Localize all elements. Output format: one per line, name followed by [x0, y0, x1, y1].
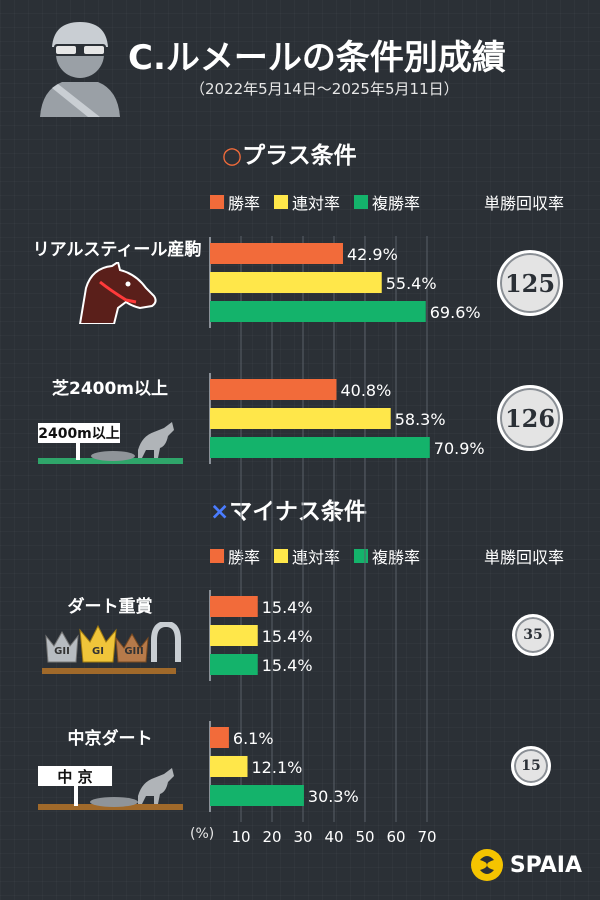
dirt-course-sign-icon [38, 768, 183, 810]
roi-badge: 125 [497, 250, 563, 316]
legend-swatch-place2 [274, 549, 289, 563]
bar-value-label: 12.1% [252, 758, 303, 777]
legend-label-win: 勝率 [228, 548, 261, 567]
plus-section-heading: ○プラス条件 [222, 136, 357, 170]
legend-swatch-win [210, 195, 224, 209]
minus-section-label: マイナス条件 [229, 499, 367, 525]
bar-win [210, 727, 229, 748]
condition-label: 中京ダート [67, 729, 153, 749]
bar-win [210, 379, 337, 400]
x-tick-label: 70 [417, 828, 436, 846]
dirt-sign-board: 中 京 [38, 766, 112, 786]
horse-head-icon [78, 262, 157, 324]
page-title: C.ルメールの条件別成績 [128, 38, 506, 78]
bar-value-label: 40.8% [340, 381, 391, 400]
legend-swatch-place2 [274, 195, 289, 209]
roi-badge: 126 [497, 385, 563, 451]
legend-label-place3: 複勝率 [372, 194, 421, 213]
x-tick-label: 10 [231, 828, 250, 846]
roi-heading-minus: 単勝回収率 [484, 548, 565, 567]
legend-swatch-place3 [354, 195, 369, 209]
legend-swatch-win [210, 549, 224, 563]
legend-label-win: 勝率 [228, 194, 261, 213]
bar-place2 [210, 272, 382, 293]
x-tick-label: 60 [386, 828, 405, 846]
bar-value-label: 30.3% [308, 787, 359, 806]
legend-item-win: 勝率 [210, 190, 260, 214]
legend-plus: 勝率 連対率 複勝率 [210, 190, 420, 214]
bar-value-label: 15.4% [262, 627, 313, 646]
turf-sign-board: 2400m以上 [38, 423, 120, 443]
axis-unit: (%) [190, 826, 215, 842]
roi-badge: 15 [511, 746, 551, 786]
bar-place2 [210, 756, 248, 777]
x-tick-label: 20 [262, 828, 281, 846]
legend-item-win: 勝率 [210, 544, 260, 568]
roi-badge: 35 [512, 614, 554, 656]
condition-label: ダート重賞 [67, 597, 153, 617]
bar-win [210, 596, 258, 617]
legend-item-place3: 複勝率 [354, 190, 420, 214]
bar-place3 [210, 654, 258, 675]
bar-place2 [210, 408, 391, 429]
plus-section-label: プラス条件 [242, 143, 357, 169]
spaia-logo-icon [470, 849, 503, 881]
bar-value-label: 70.9% [434, 439, 485, 458]
bar-value-label: 6.1% [233, 729, 274, 748]
bar-place3 [210, 437, 430, 458]
bar-value-label: 15.4% [262, 598, 313, 617]
brand-logo: SPAIA [470, 848, 582, 882]
bar-value-label: 58.3% [395, 410, 446, 429]
x-tick-label: 40 [324, 828, 343, 846]
bar-place3 [210, 301, 426, 322]
bar-value-label: 69.6% [430, 303, 481, 322]
bar-value-label: 55.4% [386, 274, 437, 293]
roi-heading-plus: 単勝回収率 [484, 194, 565, 213]
bar-place2 [210, 625, 258, 646]
condition-label: リアルスティール産駒 [32, 240, 202, 260]
bar-value-label: 15.4% [262, 656, 313, 675]
legend-item-place2: 連対率 [274, 190, 340, 214]
jockey-helmet-icon [40, 22, 120, 117]
bar-place3 [210, 785, 304, 806]
cross-mark-icon: × [210, 499, 230, 525]
crown-grade-horseshoe-icon [42, 622, 181, 674]
x-tick-label: 30 [293, 828, 312, 846]
turf-course-sign-icon [38, 422, 183, 464]
crown-label-g2: GII [54, 646, 70, 657]
legend-item-place2: 連対率 [274, 544, 340, 568]
circle-mark-icon: ○ [222, 143, 243, 169]
crown-label-g1: GI [92, 646, 104, 657]
condition-label: 芝2400m以上 [51, 379, 169, 399]
bar-value-label: 42.9% [347, 245, 398, 264]
minus-section-heading: ×マイナス条件 [210, 492, 367, 526]
brand-name: SPAIA [509, 852, 582, 878]
legend-label-place2: 連対率 [292, 194, 341, 213]
x-tick-label: 50 [355, 828, 374, 846]
legend-label-place2: 連対率 [292, 548, 341, 567]
crown-label-g3: GIII [124, 646, 144, 657]
bar-win [210, 243, 343, 264]
period-subtitle: （2022年5月14日〜2025年5月11日） [190, 80, 459, 98]
